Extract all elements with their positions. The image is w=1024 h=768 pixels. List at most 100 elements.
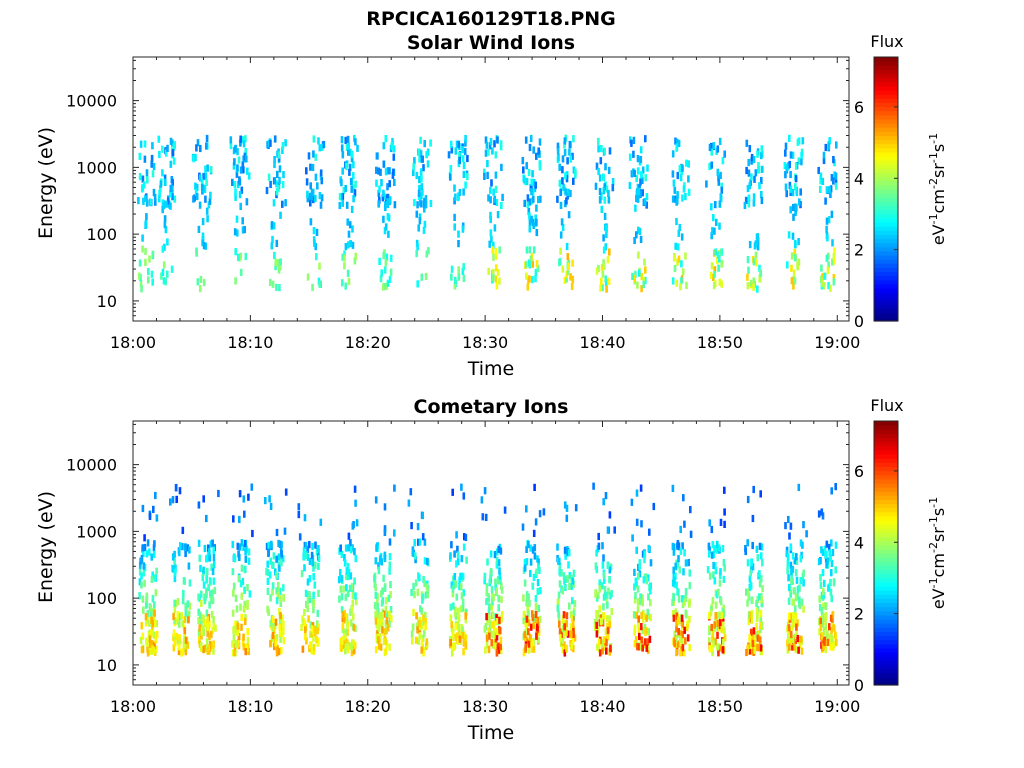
- heatmap-cell: [538, 510, 542, 518]
- heatmap-cell: [521, 157, 525, 165]
- heatmap-cell: [229, 142, 233, 150]
- heatmap-cell: [688, 569, 692, 577]
- heatmap-cell: [825, 561, 828, 569]
- heatmap-cell: [639, 146, 643, 154]
- heatmap-cell: [723, 634, 727, 642]
- heatmap-cell: [606, 633, 610, 641]
- heatmap-cell: [354, 624, 357, 633]
- heatmap-cell: [346, 218, 349, 226]
- heatmap-cell: [636, 167, 640, 175]
- heatmap-cell: [271, 631, 275, 640]
- heatmap-cell: [561, 630, 564, 638]
- heatmap-cell: [682, 494, 685, 502]
- heatmap-cell: [649, 599, 652, 607]
- heatmap-cell: [522, 610, 526, 619]
- heatmap-cell: [561, 587, 564, 595]
- heatmap-cell: [178, 487, 182, 495]
- heatmap-cell: [821, 612, 825, 620]
- heatmap-cell: [710, 161, 714, 169]
- heatmap-cell: [715, 257, 719, 265]
- heatmap-cell: [247, 172, 251, 180]
- heatmap-cell: [147, 631, 151, 639]
- heatmap-cell: [271, 624, 275, 632]
- heatmap-cell: [561, 265, 565, 273]
- heatmap-cell: [347, 573, 350, 581]
- heatmap-cell: [229, 136, 233, 144]
- heatmap-cell: [141, 544, 145, 552]
- heatmap-cell: [173, 617, 176, 625]
- heatmap-cell: [163, 215, 167, 223]
- heatmap-cell: [637, 620, 640, 629]
- heatmap-cell: [676, 197, 679, 205]
- heatmap-cell: [273, 634, 277, 642]
- heatmap-cell: [380, 269, 383, 277]
- colorbar-segment: [874, 548, 898, 554]
- heatmap-cell: [646, 164, 649, 172]
- heatmap-cell: [830, 559, 834, 567]
- heatmap-cell: [524, 644, 527, 652]
- heatmap-cell: [603, 576, 606, 584]
- heatmap-cell: [318, 280, 321, 288]
- unit-base: sr: [929, 527, 948, 542]
- heatmap-cell: [746, 644, 749, 652]
- heatmap-cell: [237, 550, 240, 558]
- heatmap-cell: [233, 145, 237, 153]
- heatmap-cell: [236, 622, 240, 630]
- heatmap-cell: [143, 140, 147, 148]
- heatmap-cell: [141, 504, 145, 513]
- heatmap-cell: [644, 266, 647, 274]
- heatmap-cell: [821, 620, 824, 628]
- heatmap-cell: [278, 165, 282, 173]
- figure-title: RPCICA160129T18.PNG: [366, 8, 616, 30]
- heatmap-cell: [413, 552, 417, 560]
- heatmap-cell: [161, 245, 165, 253]
- heatmap-cell: [633, 169, 636, 177]
- heatmap-cell: [637, 643, 641, 651]
- heatmap-cell: [574, 504, 578, 512]
- heatmap-cell: [641, 594, 644, 602]
- heatmap-cell: [340, 550, 344, 558]
- heatmap-cell: [312, 196, 315, 204]
- heatmap-cell: [673, 576, 676, 584]
- heatmap-cell: [240, 623, 243, 631]
- heatmap-cell: [487, 595, 491, 603]
- heatmap-cell: [528, 143, 532, 152]
- heatmap-cell: [305, 167, 308, 175]
- heatmap-cell: [418, 574, 421, 582]
- heatmap-cell: [524, 620, 528, 628]
- heatmap-cell: [244, 148, 247, 156]
- heatmap-cell: [829, 554, 832, 562]
- heatmap-cell: [145, 169, 149, 177]
- heatmap-cell: [495, 587, 498, 595]
- heatmap-cell: [270, 242, 274, 250]
- heatmap-cell: [563, 276, 567, 284]
- heatmap-cell: [306, 195, 310, 203]
- heatmap-cell: [169, 137, 173, 145]
- y-tick-label: 100: [86, 589, 117, 608]
- heatmap-cell: [722, 575, 726, 583]
- heatmap-cell: [266, 587, 270, 595]
- heatmap-cell: [464, 616, 468, 624]
- heatmap-cell: [563, 149, 567, 157]
- heatmap-cell: [426, 591, 429, 599]
- heatmap-cell: [537, 196, 540, 204]
- heatmap-cell: [602, 593, 606, 601]
- heatmap-cell: [715, 218, 718, 226]
- heatmap-cell: [276, 170, 279, 178]
- heatmap-cell: [531, 276, 534, 284]
- heatmap-cell: [312, 135, 316, 143]
- heatmap-cell: [237, 633, 241, 641]
- heatmap-cell: [604, 223, 607, 231]
- heatmap-cell: [676, 258, 679, 266]
- heatmap-cell: [388, 610, 391, 618]
- heatmap-cell: [141, 595, 145, 603]
- heatmap-cell: [278, 564, 281, 572]
- heatmap-cell: [493, 551, 497, 559]
- colorbar-segment: [874, 433, 898, 439]
- colorbar-segment: [874, 491, 898, 496]
- heatmap-cell: [760, 145, 764, 153]
- heatmap-cell: [645, 577, 649, 585]
- heatmap-cell: [171, 178, 174, 187]
- heatmap-cell: [279, 595, 282, 603]
- heatmap-cell: [645, 201, 648, 209]
